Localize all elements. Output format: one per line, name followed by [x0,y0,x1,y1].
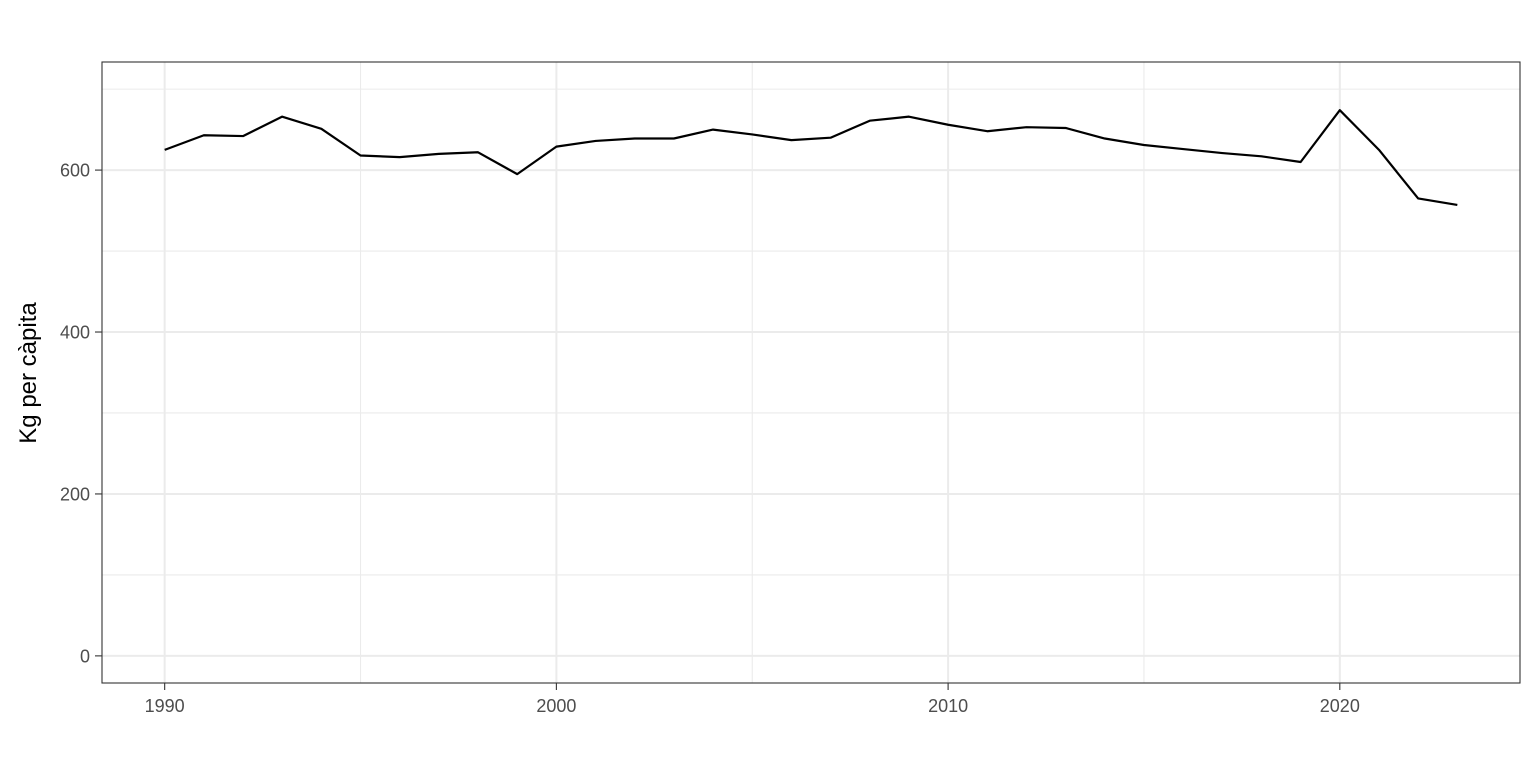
y-axis: 0 200 400 600 [60,161,102,666]
y-tick-label: 600 [60,161,90,181]
y-tick-label: 400 [60,323,90,343]
x-tick-label: 2010 [928,696,968,716]
major-gridlines [102,62,1520,683]
minor-gridlines [102,62,1520,683]
y-axis-title: Kg per càpita [15,302,42,444]
x-axis: 1990 2000 2010 2020 [145,683,1360,716]
series-line [164,109,1458,206]
x-tick-label: 1990 [145,696,185,716]
y-tick-label: 200 [60,484,90,504]
y-tick-label: 0 [80,646,90,666]
series-layer [164,109,1458,206]
x-tick-label: 2000 [536,696,576,716]
plot-panel-border [101,61,1521,684]
plot-panel-background [102,62,1520,683]
x-tick-label: 2020 [1320,696,1360,716]
